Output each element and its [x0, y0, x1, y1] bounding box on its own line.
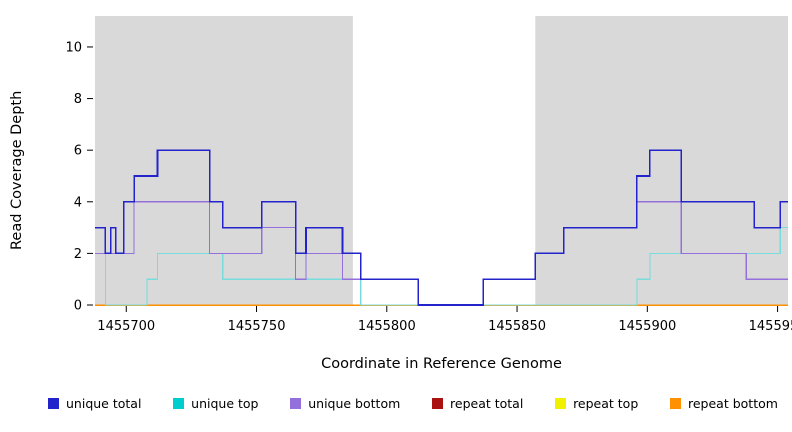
legend-item-unique-top: unique top: [173, 396, 258, 411]
legend-item-repeat-bottom: repeat bottom: [670, 396, 778, 411]
svg-text:2: 2: [74, 247, 82, 262]
svg-text:1455750: 1455750: [228, 319, 286, 334]
unique-top-swatch-icon: [173, 398, 185, 409]
svg-text:1455850: 1455850: [488, 319, 546, 334]
plot-area: 1455700 1455750 1455800 1455850 1455900 14559…: [65, 16, 792, 334]
svg-text:1455950: 1455950: [749, 319, 792, 334]
unique-total-swatch-icon: [48, 398, 59, 409]
repeat-top-swatch-icon: [555, 398, 567, 409]
svg-text:8: 8: [74, 92, 82, 107]
legend-label-repeat-top: repeat top: [573, 396, 639, 411]
svg-text:1455800: 1455800: [358, 319, 416, 334]
legend-item-unique-bottom: unique bottom: [290, 396, 400, 411]
svg-text:4: 4: [74, 195, 82, 210]
legend-item-repeat-top: repeat top: [555, 396, 638, 411]
svg-text:1455700: 1455700: [97, 319, 155, 334]
legend: unique total unique top unique bottom re…: [0, 396, 792, 411]
legend-label-unique-bottom: unique bottom: [308, 396, 401, 411]
svg-text:0: 0: [74, 299, 82, 314]
svg-text:6: 6: [74, 144, 82, 159]
y-axis-title: Read Coverage Depth: [9, 90, 25, 250]
legend-label-unique-top: unique top: [191, 396, 259, 411]
legend-label-unique-total: unique total: [66, 396, 142, 411]
legend-item-unique-total: unique total: [48, 396, 141, 411]
legend-label-repeat-total: repeat total: [450, 396, 524, 411]
legend-item-repeat-total: repeat total: [432, 396, 523, 411]
legend-label-repeat-bottom: repeat bottom: [688, 396, 778, 411]
repeat-bottom-swatch-icon: [670, 398, 681, 409]
unique-bottom-swatch-icon: [290, 398, 302, 409]
x-axis-title: Coordinate in Reference Genome: [321, 356, 562, 372]
svg-text:1455900: 1455900: [618, 319, 676, 334]
svg-text:10: 10: [65, 40, 82, 55]
repeat-total-swatch-icon: [432, 398, 444, 409]
